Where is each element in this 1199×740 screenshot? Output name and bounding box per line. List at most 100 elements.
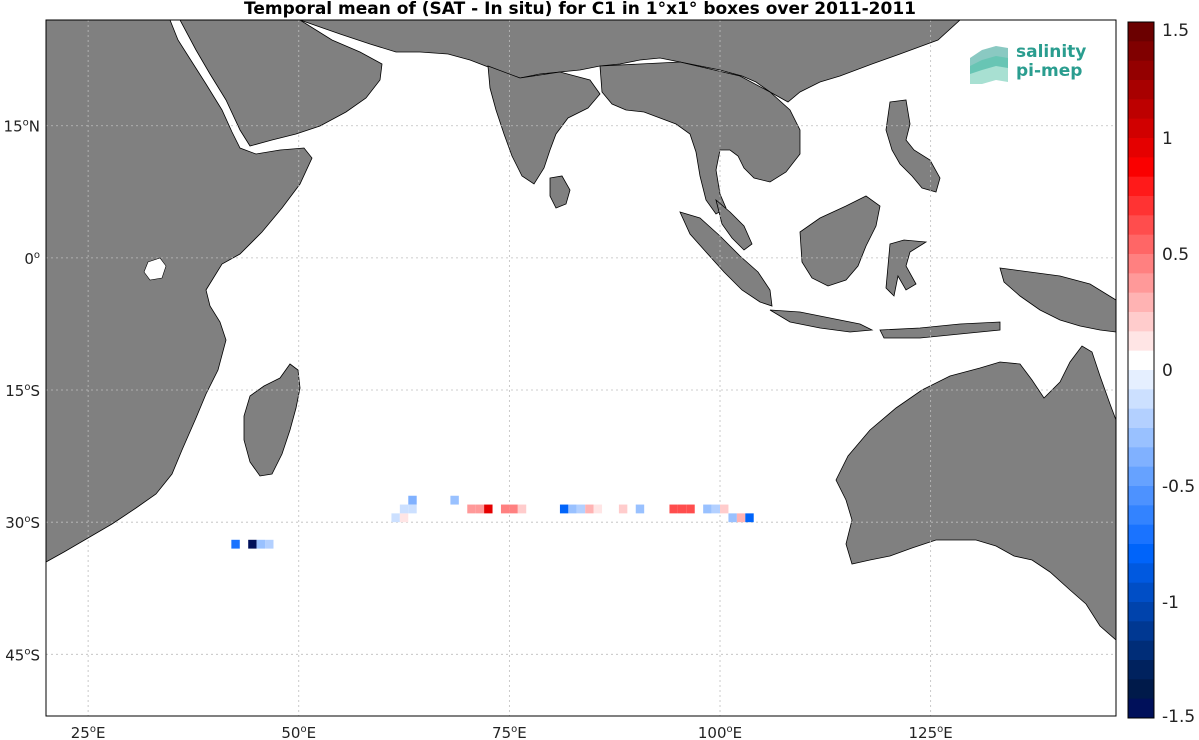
data-cell-17: [568, 504, 577, 514]
colorbar-tick-0: 1.5: [1162, 21, 1189, 41]
waves-logo-icon: [970, 46, 1008, 84]
colorbar-tick-3: 0: [1162, 361, 1173, 381]
data-cell-20: [593, 504, 603, 514]
colorbar-segment-10: [1128, 215, 1154, 236]
land-philippines: [885, 99, 941, 193]
data-cell-2: [256, 539, 266, 549]
data-cell-10: [467, 504, 476, 514]
data-cell-6: [391, 513, 400, 523]
data-cell-12: [484, 504, 493, 514]
colorbar-segment-34: [1128, 679, 1154, 700]
data-cell-1: [248, 539, 257, 549]
colorbar-segment-7: [1128, 157, 1154, 178]
colorbar: [1128, 22, 1154, 719]
lat-label-2: 15oS: [5, 382, 40, 400]
colorbar-segment-25: [1128, 505, 1154, 526]
colorbar-segment-12: [1128, 254, 1154, 274]
colorbar-segment-11: [1128, 234, 1154, 255]
lon-label-4: 125oE: [909, 724, 953, 740]
colorbar-tick-2: 0.5: [1162, 245, 1189, 265]
colorbar-segment-20: [1128, 408, 1154, 429]
land-australia: [835, 345, 1116, 641]
colorbar-segment-1: [1128, 41, 1154, 62]
colorbar-segment-15: [1128, 312, 1154, 332]
land-layer: [46, 20, 1116, 641]
land-africa: [46, 20, 313, 563]
lon-label-3: 100oE: [698, 724, 742, 740]
logo-text-line2: pi-mep: [1016, 61, 1083, 81]
data-cell-23: [669, 504, 678, 514]
data-cell-8: [399, 504, 409, 514]
colorbar-segment-30: [1128, 602, 1154, 622]
land-indochina: [599, 61, 801, 215]
data-cell-15: [517, 504, 527, 514]
data-cell-28: [720, 504, 729, 514]
map-title: Temporal mean of (SAT - In situ) for C1 …: [244, 0, 916, 19]
land-new-guinea: [999, 267, 1116, 333]
data-cell-9: [408, 504, 417, 514]
colorbar-segment-33: [1128, 660, 1154, 680]
latitude-labels: 15oN 0o 15oS 30oS 45oS: [4, 118, 40, 665]
colorbar-segment-14: [1128, 292, 1154, 313]
colorbar-frame: [1127, 21, 1155, 719]
colorbar-segment-16: [1128, 331, 1154, 352]
colorbar-segment-18: [1128, 370, 1154, 390]
colorbar-segment-23: [1128, 466, 1154, 487]
data-cell-13: [500, 504, 510, 514]
data-cell-4: [408, 495, 417, 505]
logo-text-line1: salinity: [1016, 42, 1087, 62]
map-frame: [45, 19, 1117, 717]
data-cell-19: [585, 504, 594, 514]
land-borneo: [799, 195, 881, 287]
salinity-pi-mep-logo: salinity pi-mep: [966, 40, 1096, 88]
land-java: [769, 309, 874, 333]
colorbar-segment-9: [1128, 196, 1154, 216]
data-cell-5: [450, 495, 459, 505]
colorbar-segment-24: [1128, 486, 1154, 506]
colorbar-segment-26: [1128, 524, 1154, 545]
graticule: [46, 20, 1116, 716]
lon-label-0: 25oE: [71, 724, 106, 740]
data-cell-29: [728, 513, 737, 523]
lat-label-0: 15oN: [4, 118, 40, 136]
lat-label-4: 45oS: [5, 646, 40, 664]
data-cell-16: [559, 504, 569, 514]
colorbar-segment-31: [1128, 621, 1154, 642]
colorbar-segment-22: [1128, 447, 1154, 468]
colorbar-segment-3: [1128, 80, 1154, 100]
colorbar-segment-8: [1128, 176, 1154, 197]
longitude-labels: 25oE 50oE 75oE 100oE 125oE: [71, 724, 953, 740]
colorbar-segment-5: [1128, 118, 1154, 139]
data-cell-11: [475, 504, 485, 514]
data-cell-26: [703, 504, 712, 514]
data-cell-22: [635, 504, 645, 514]
land-madagascar: [243, 363, 301, 477]
land-asia-north: [299, 20, 961, 103]
colorbar-segment-6: [1128, 138, 1154, 158]
data-cell-25: [686, 504, 695, 514]
colorbar-segment-21: [1128, 428, 1154, 448]
data-cell-27: [711, 504, 721, 514]
lat-label-1: 0o: [24, 250, 40, 268]
data-cell-7: [399, 513, 409, 523]
lat-label-3: 30oS: [5, 514, 40, 532]
colorbar-labels: 1.5 1 0.5 0 -0.5 -1 -1.5: [1162, 21, 1195, 727]
colorbar-segment-28: [1128, 563, 1154, 584]
colorbar-tick-6: -1.5: [1162, 707, 1195, 727]
data-cell-0: [231, 539, 240, 549]
colorbar-segment-2: [1128, 60, 1154, 81]
data-cell-3: [265, 539, 274, 549]
land-sri-lanka: [549, 175, 571, 209]
colorbar-segment-32: [1128, 640, 1154, 661]
colorbar-segment-4: [1128, 99, 1154, 120]
colorbar-segment-13: [1128, 273, 1154, 294]
colorbar-segment-19: [1128, 389, 1154, 410]
lon-label-2: 75oE: [492, 724, 527, 740]
data-cell-30: [736, 513, 746, 523]
lon-label-1: 50oE: [281, 724, 316, 740]
land-sulawesi: [885, 239, 928, 297]
lake-victoria: [143, 257, 167, 281]
colorbar-segment-35: [1128, 698, 1154, 719]
colorbar-segment-17: [1128, 350, 1154, 371]
